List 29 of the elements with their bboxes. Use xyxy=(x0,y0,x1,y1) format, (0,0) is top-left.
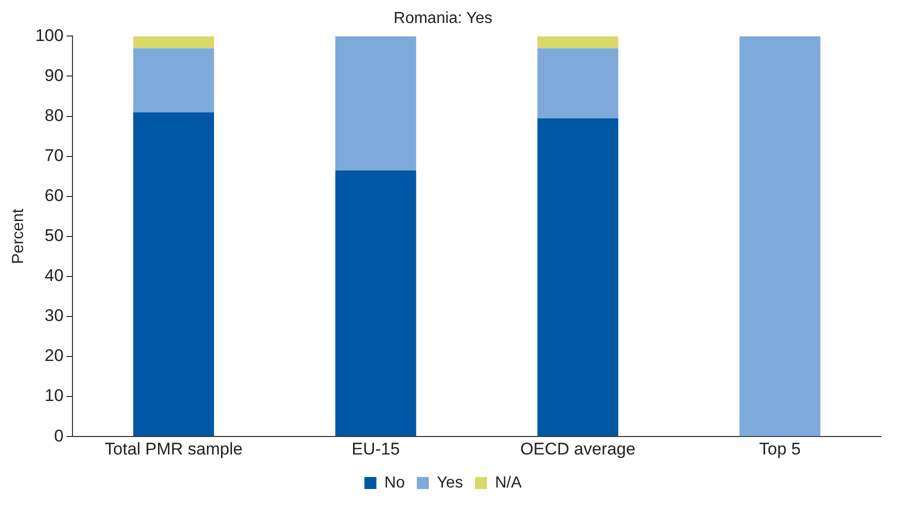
bar xyxy=(133,112,214,436)
y-tick-label: 60 xyxy=(44,186,64,206)
bar xyxy=(537,48,618,118)
bar xyxy=(537,118,618,436)
y-tick-label: 50 xyxy=(44,226,64,246)
legend-label: N/A xyxy=(494,474,522,492)
bar xyxy=(537,36,618,48)
x-tick-label: EU-15 xyxy=(352,439,400,458)
y-tick-label: 80 xyxy=(44,106,64,125)
y-tick-label: 90 xyxy=(44,66,64,85)
bar xyxy=(133,36,214,48)
legend-label: No xyxy=(384,474,405,492)
legend-label: Yes xyxy=(436,474,463,492)
x-tick-label: Total PMR sample xyxy=(104,439,243,458)
x-tick-label: Top 5 xyxy=(759,439,801,458)
y-tick-label: 0 xyxy=(54,426,64,446)
chart-title: Romania: Yes xyxy=(394,10,492,28)
y-tick-label: 40 xyxy=(44,266,64,286)
bar xyxy=(740,36,820,436)
bar xyxy=(133,48,214,112)
y-axis-title: Percent xyxy=(10,208,28,264)
bar xyxy=(335,36,416,170)
y-tick-label: 100 xyxy=(35,26,64,45)
x-tick-label: OECD average xyxy=(520,439,636,458)
bar xyxy=(335,170,416,436)
y-tick-label: 70 xyxy=(44,146,64,166)
y-tick-label: 10 xyxy=(44,386,64,406)
y-tick-label: 30 xyxy=(44,306,64,326)
y-tick-label: 20 xyxy=(44,346,64,366)
